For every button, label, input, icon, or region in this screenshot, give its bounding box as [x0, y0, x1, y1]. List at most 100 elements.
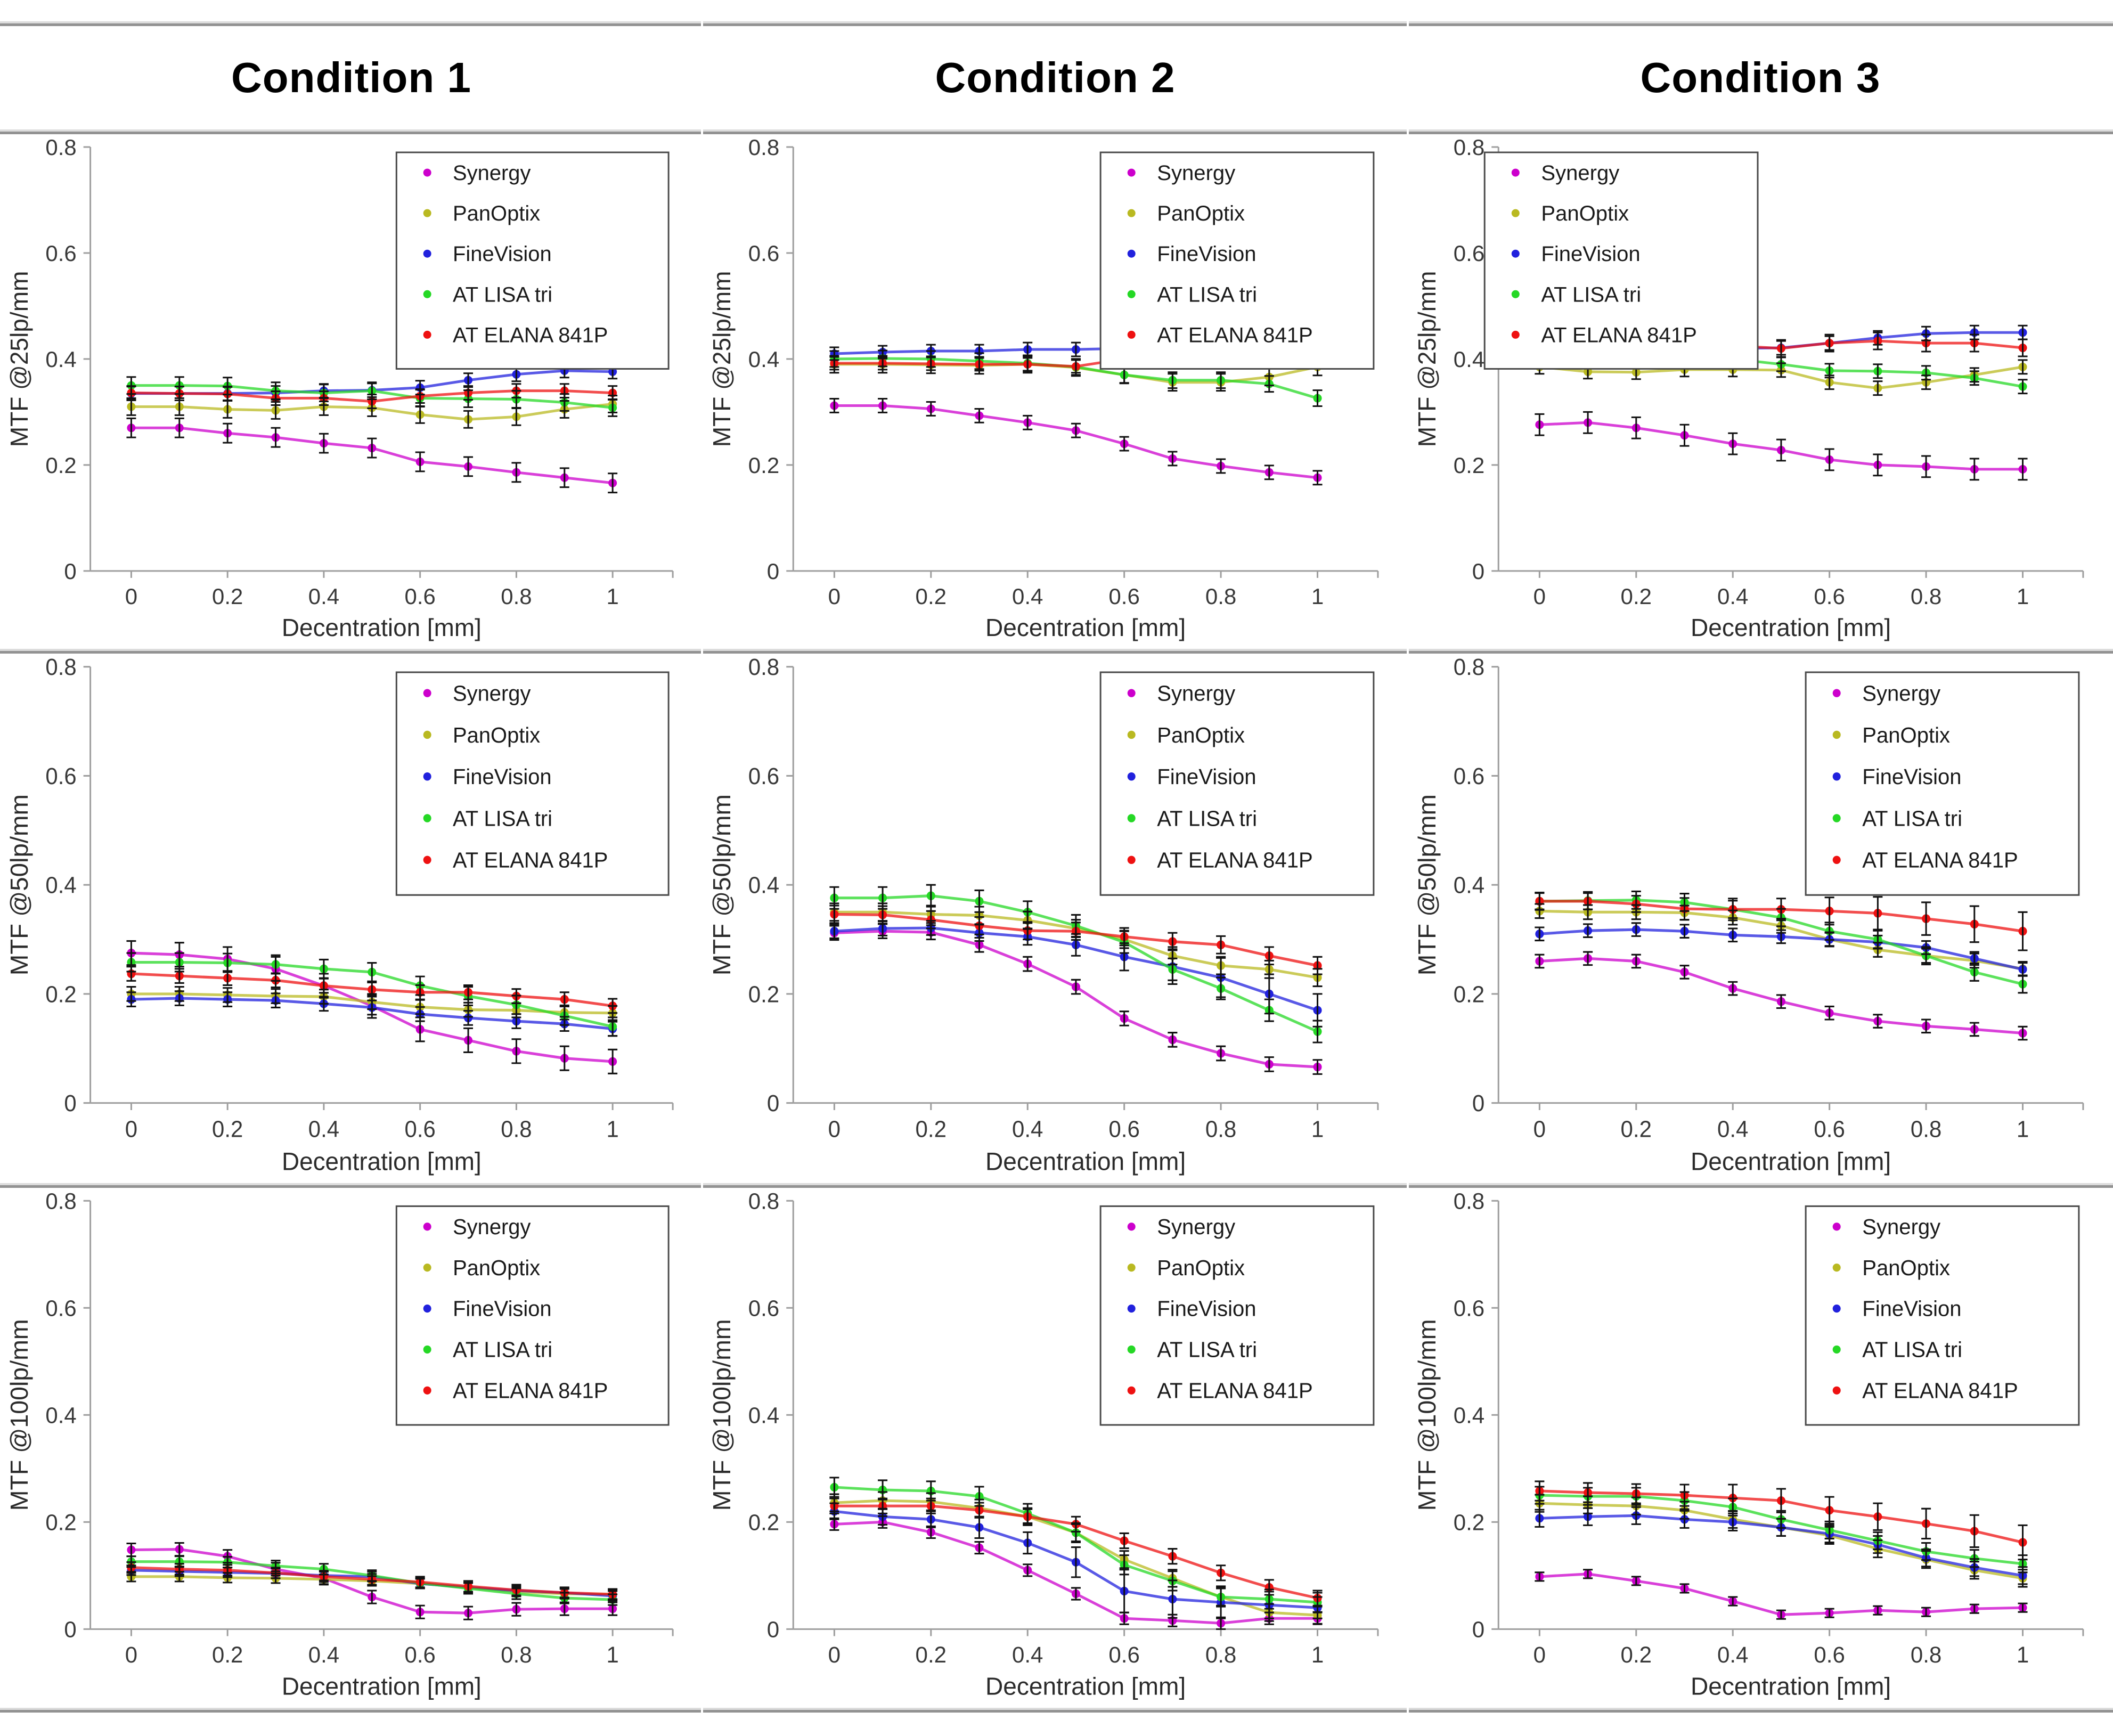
svg-text:0.2: 0.2: [212, 1116, 243, 1143]
legend-marker-synergy: [423, 689, 431, 697]
axis-tick-labels: 0 0.2 0.4 0.6 0.8 0 0.2 0.4 0.6 0.8 1: [748, 655, 1324, 1143]
errorbars-at-elana-841p: [1535, 1480, 2028, 1561]
chart-cell: 0 0.2 0.4 0.6 0.8 0 0.2 0.4 0.6 0.8 1 Decentration …: [703, 1188, 1408, 1708]
rule-segment: [1409, 129, 2113, 134]
legend-marker-at-elana-841p: [1127, 855, 1136, 865]
chart-cell: 0 0.2 0.4 0.6 0.8 0 0.2 0.4 0.6 0.8 1 Decentration …: [703, 134, 1408, 649]
rule-gap: [701, 21, 703, 26]
svg-text:0.2: 0.2: [212, 584, 243, 609]
svg-text:0.8: 0.8: [1454, 1188, 1484, 1213]
chart-condition2-mtf25: 0 0.2 0.4 0.6 0.8 0 0.2 0.4 0.6 0.8 1 Decentration …: [708, 135, 1379, 641]
svg-text:1: 1: [1311, 584, 1324, 609]
legend: Synergy PanOptix FineVision AT LISA tri AT E…: [1483, 151, 1759, 370]
errorbars-at-elana-841p: [1535, 892, 2028, 951]
legend-marker-synergy: [423, 168, 431, 177]
svg-text:1: 1: [1311, 1642, 1324, 1667]
svg-text:0.2: 0.2: [1621, 1642, 1652, 1667]
legend-label-at-lisa-tri: AT LISA tri: [1157, 1338, 1257, 1362]
chart-condition2-mtf50: 0 0.2 0.4 0.6 0.8 0 0.2 0.4 0.6 0.8 1 Decentration …: [708, 655, 1379, 1176]
chart-condition3-mtf25: 0 0.2 0.4 0.6 0.8 0 0.2 0.4 0.6 0.8 1 Decentration …: [1413, 135, 2084, 641]
rule-gap: [1407, 649, 1409, 654]
legend-marker-at-lisa-tri: [1127, 814, 1136, 822]
rule-gap: [1407, 1183, 1409, 1188]
legend-marker-panoptix: [1511, 209, 1520, 217]
svg-text:0.6: 0.6: [1108, 1642, 1139, 1667]
legend-marker-at-elana-841p: [1127, 330, 1136, 339]
svg-text:0.4: 0.4: [45, 873, 76, 899]
legend: Synergy PanOptix FineVision AT LISA tri AT E…: [1805, 671, 2080, 896]
chart-condition2-mtf100: 0 0.2 0.4 0.6 0.8 0 0.2 0.4 0.6 0.8 1 Decentration …: [708, 1188, 1379, 1700]
rule-segment: [0, 21, 701, 26]
legend-label-at-elana-841p: AT ELANA 841P: [1157, 847, 1312, 873]
rule-segment: [1409, 1708, 2113, 1713]
svg-text:0.2: 0.2: [1454, 982, 1484, 1008]
legend-marker-finevision: [1127, 1304, 1136, 1313]
errorbars-finevision: [1535, 922, 2028, 977]
legend-marker-at-elana-841p: [1127, 1386, 1136, 1395]
svg-text:0.8: 0.8: [1205, 584, 1236, 609]
svg-text:0.8: 0.8: [501, 584, 532, 609]
axes: [1491, 1200, 2084, 1636]
legend-label-at-lisa-tri: AT LISA tri: [1541, 283, 1641, 306]
legend-label-synergy: Synergy: [453, 161, 531, 185]
rule-gap: [701, 1708, 703, 1713]
rule-segment: [0, 129, 701, 134]
svg-text:0: 0: [1533, 584, 1546, 609]
legend-label-finevision: FineVision: [453, 242, 552, 266]
axis-tick-labels: 0 0.2 0.4 0.6 0.8 0 0.2 0.4 0.6 0.8 1: [1454, 655, 2029, 1143]
svg-text:0.2: 0.2: [748, 453, 779, 478]
legend-marker-finevision: [1127, 772, 1136, 781]
svg-text:0.4: 0.4: [1717, 1116, 1748, 1143]
x-axis-label: Decentration [mm]: [282, 1672, 482, 1700]
legend: Synergy PanOptix FineVision AT LISA tri AT E…: [1805, 1205, 2080, 1426]
legend-marker-panoptix: [1832, 730, 1841, 739]
axis-tick-labels: 0 0.2 0.4 0.6 0.8 0 0.2 0.4 0.6 0.8 1: [748, 1188, 1324, 1667]
svg-text:0.4: 0.4: [748, 1403, 779, 1428]
rule-gap: [701, 649, 703, 654]
y-axis-label: MTF @50lp/mm: [708, 794, 736, 975]
svg-text:1: 1: [607, 584, 619, 609]
legend-marker-at-elana-841p: [1511, 330, 1520, 339]
column-header-condition-3: Condition 3: [1640, 54, 1881, 101]
svg-text:0.2: 0.2: [45, 982, 76, 1008]
legend-label-finevision: FineVision: [1862, 1297, 1961, 1321]
legend-label-panoptix: PanOptix: [453, 722, 540, 747]
y-axis-label: MTF @25lp/mm: [5, 271, 33, 447]
axes: [1491, 666, 2084, 1111]
x-axis-label: Decentration [mm]: [985, 1147, 1186, 1176]
header-row: Condition 1 Condition 2 Condition 3: [0, 26, 2113, 129]
svg-text:0.4: 0.4: [45, 347, 76, 372]
errorbars-at-elana-841p: [829, 904, 1323, 975]
x-axis-label: Decentration [mm]: [985, 1673, 1186, 1700]
svg-text:0.8: 0.8: [748, 135, 779, 160]
legend-marker-synergy: [1127, 689, 1136, 697]
legend-marker-at-lisa-tri: [1832, 814, 1841, 822]
axes: [83, 146, 674, 578]
legend-marker-synergy: [1832, 1222, 1841, 1231]
chart-cell: 0 0.2 0.4 0.6 0.8 0 0.2 0.4 0.6 0.8 1 Decentration …: [0, 654, 703, 1183]
legend-marker-finevision: [1832, 1304, 1841, 1313]
legend-label-synergy: Synergy: [1862, 1215, 1941, 1239]
svg-text:0.2: 0.2: [748, 982, 779, 1008]
legend-label-synergy: Synergy: [1157, 161, 1235, 185]
legend-label-synergy: Synergy: [453, 681, 531, 706]
axes: [786, 666, 1379, 1111]
axes: [83, 666, 674, 1111]
svg-text:0.4: 0.4: [1454, 873, 1484, 899]
legend-label-finevision: FineVision: [453, 1297, 552, 1321]
svg-text:0.2: 0.2: [1454, 453, 1484, 478]
legend-marker-synergy: [1127, 1222, 1136, 1231]
svg-text:0.8: 0.8: [501, 1116, 532, 1143]
svg-text:0.8: 0.8: [501, 1642, 532, 1667]
rule-segment: [703, 21, 1407, 26]
svg-text:0.8: 0.8: [1205, 1116, 1236, 1143]
legend-label-at-lisa-tri: AT LISA tri: [453, 806, 552, 831]
rule-gap: [1407, 1708, 1409, 1713]
svg-text:0.6: 0.6: [45, 241, 76, 266]
legend-marker-synergy: [1832, 689, 1841, 697]
axis-tick-labels: 0 0.2 0.4 0.6 0.8 0 0.2 0.4 0.6 0.8 1: [1454, 1188, 2029, 1667]
y-axis-label: MTF @50lp/mm: [1414, 794, 1441, 975]
errorbars-at-elana-841p: [126, 383, 618, 409]
svg-text:0: 0: [64, 1090, 76, 1116]
svg-text:0.6: 0.6: [1814, 1116, 1845, 1143]
